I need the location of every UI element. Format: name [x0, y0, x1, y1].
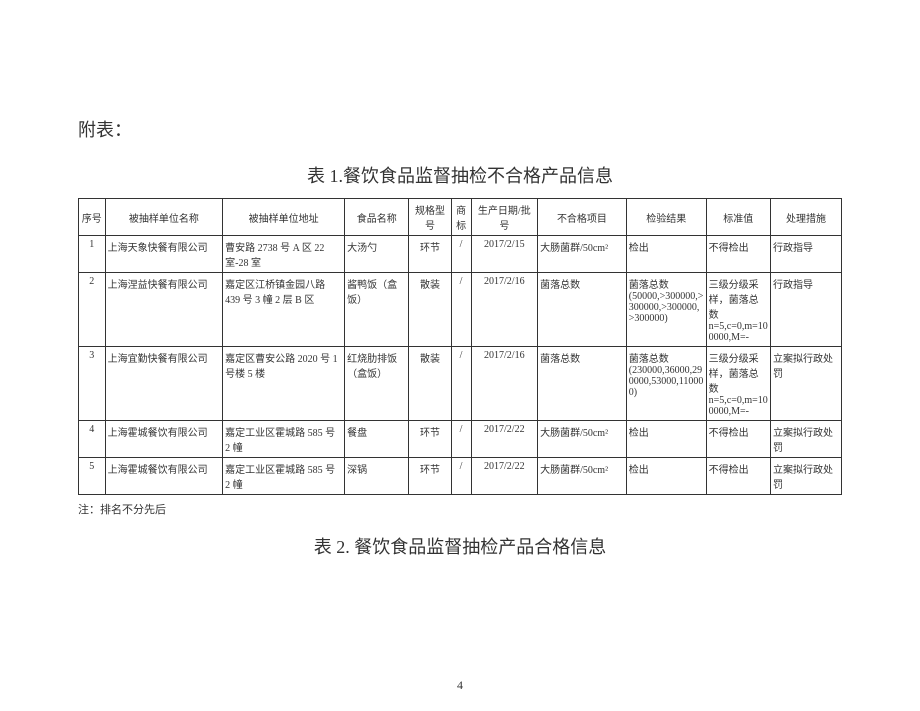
table-cell: 2017/2/22 — [471, 458, 538, 495]
table-cell: 4 — [79, 421, 106, 458]
table-cell: 三级分级采样，菌落总数n=5,c=0,m=100000,M=- — [706, 347, 770, 421]
table-cell: 行政指导 — [770, 273, 841, 347]
table-cell: 不得检出 — [706, 236, 770, 273]
table-cell: 立案拟行政处罚 — [770, 458, 841, 495]
table-cell: 散装 — [409, 273, 451, 347]
col-header: 序号 — [79, 199, 106, 236]
table-cell: 餐盘 — [345, 421, 409, 458]
table-row: 1上海天象快餐有限公司曹安路 2738 号 A 区 22 室-28 室大汤勺环节… — [79, 236, 842, 273]
table-cell: 大汤勺 — [345, 236, 409, 273]
table-row: 3上海宜勤快餐有限公司嘉定区曹安公路 2020 号 1 号楼 5 楼红烧肋排饭（… — [79, 347, 842, 421]
table-cell: 检出 — [626, 236, 706, 273]
col-header: 食品名称 — [345, 199, 409, 236]
attachment-heading: 附表： — [78, 0, 842, 162]
table1-note: 注：排名不分先后 — [78, 495, 842, 517]
table-cell: 不得检出 — [706, 421, 770, 458]
table1: 序号 被抽样单位名称 被抽样单位地址 食品名称 规格型号 商标 生产日期/批号 … — [78, 198, 842, 495]
table-cell: 环节 — [409, 236, 451, 273]
table-cell: 菌落总数 — [538, 347, 627, 421]
table-cell: 嘉定工业区霍城路 585 号 2 幢 — [223, 421, 345, 458]
table-row: 5上海霍城餐饮有限公司嘉定工业区霍城路 585 号 2 幢深锅环节/2017/2… — [79, 458, 842, 495]
table-cell: 酱鸭饭（盒饭） — [345, 273, 409, 347]
table-cell: 检出 — [626, 458, 706, 495]
table-cell: 菌落总数(230000,36000,290000,53000,110000) — [626, 347, 706, 421]
col-header: 生产日期/批号 — [471, 199, 538, 236]
table-cell: 2017/2/16 — [471, 347, 538, 421]
table-cell: 大肠菌群/50cm² — [538, 236, 627, 273]
table-cell: 上海霍城餐饮有限公司 — [105, 421, 223, 458]
table-cell: 嘉定工业区霍城路 585 号 2 幢 — [223, 458, 345, 495]
table-cell: 环节 — [409, 421, 451, 458]
table-cell: 菌落总数(50000,>300000,>300000,>300000,>3000… — [626, 273, 706, 347]
table-cell: 上海涅益快餐有限公司 — [105, 273, 223, 347]
table-cell: 检出 — [626, 421, 706, 458]
page-number: 4 — [0, 678, 920, 693]
col-header: 被抽样单位名称 — [105, 199, 223, 236]
table-cell: 2017/2/16 — [471, 273, 538, 347]
table-cell: 3 — [79, 347, 106, 421]
table-cell: 红烧肋排饭（盒饭） — [345, 347, 409, 421]
col-header: 标准值 — [706, 199, 770, 236]
table-cell: / — [451, 273, 471, 347]
table-cell: / — [451, 421, 471, 458]
table-cell: 2017/2/22 — [471, 421, 538, 458]
table-cell: 上海天象快餐有限公司 — [105, 236, 223, 273]
table2-title: 表 2. 餐饮食品监督抽检产品合格信息 — [78, 517, 842, 559]
table1-header-row: 序号 被抽样单位名称 被抽样单位地址 食品名称 规格型号 商标 生产日期/批号 … — [79, 199, 842, 236]
table-cell: 深锅 — [345, 458, 409, 495]
col-header: 被抽样单位地址 — [223, 199, 345, 236]
table-cell: 上海霍城餐饮有限公司 — [105, 458, 223, 495]
table-cell: / — [451, 458, 471, 495]
table-row: 2上海涅益快餐有限公司嘉定区江桥镇金园八路 439 号 3 幢 2 层 B 区酱… — [79, 273, 842, 347]
table-cell: 嘉定区曹安公路 2020 号 1 号楼 5 楼 — [223, 347, 345, 421]
table-cell: 环节 — [409, 458, 451, 495]
table-cell: 立案拟行政处罚 — [770, 347, 841, 421]
table-cell: 散装 — [409, 347, 451, 421]
table-cell: 大肠菌群/50cm² — [538, 421, 627, 458]
table-cell: 1 — [79, 236, 106, 273]
col-header: 处理措施 — [770, 199, 841, 236]
table-cell: 曹安路 2738 号 A 区 22 室-28 室 — [223, 236, 345, 273]
table-cell: 行政指导 — [770, 236, 841, 273]
table-cell: 菌落总数 — [538, 273, 627, 347]
table-cell: 2017/2/15 — [471, 236, 538, 273]
table-cell: 大肠菌群/50cm² — [538, 458, 627, 495]
table1-title: 表 1.餐饮食品监督抽检不合格产品信息 — [78, 162, 842, 198]
table-cell: / — [451, 347, 471, 421]
table-cell: 上海宜勤快餐有限公司 — [105, 347, 223, 421]
table-cell: 不得检出 — [706, 458, 770, 495]
table-cell: 2 — [79, 273, 106, 347]
col-header: 检验结果 — [626, 199, 706, 236]
table-cell: 嘉定区江桥镇金园八路 439 号 3 幢 2 层 B 区 — [223, 273, 345, 347]
col-header: 规格型号 — [409, 199, 451, 236]
table-cell: / — [451, 236, 471, 273]
table-cell: 立案拟行政处罚 — [770, 421, 841, 458]
table-row: 4上海霍城餐饮有限公司嘉定工业区霍城路 585 号 2 幢餐盘环节/2017/2… — [79, 421, 842, 458]
table-cell: 三级分级采样，菌落总数n=5,c=0,m=100000,M=- — [706, 273, 770, 347]
col-header: 商标 — [451, 199, 471, 236]
table-cell: 5 — [79, 458, 106, 495]
col-header: 不合格项目 — [538, 199, 627, 236]
